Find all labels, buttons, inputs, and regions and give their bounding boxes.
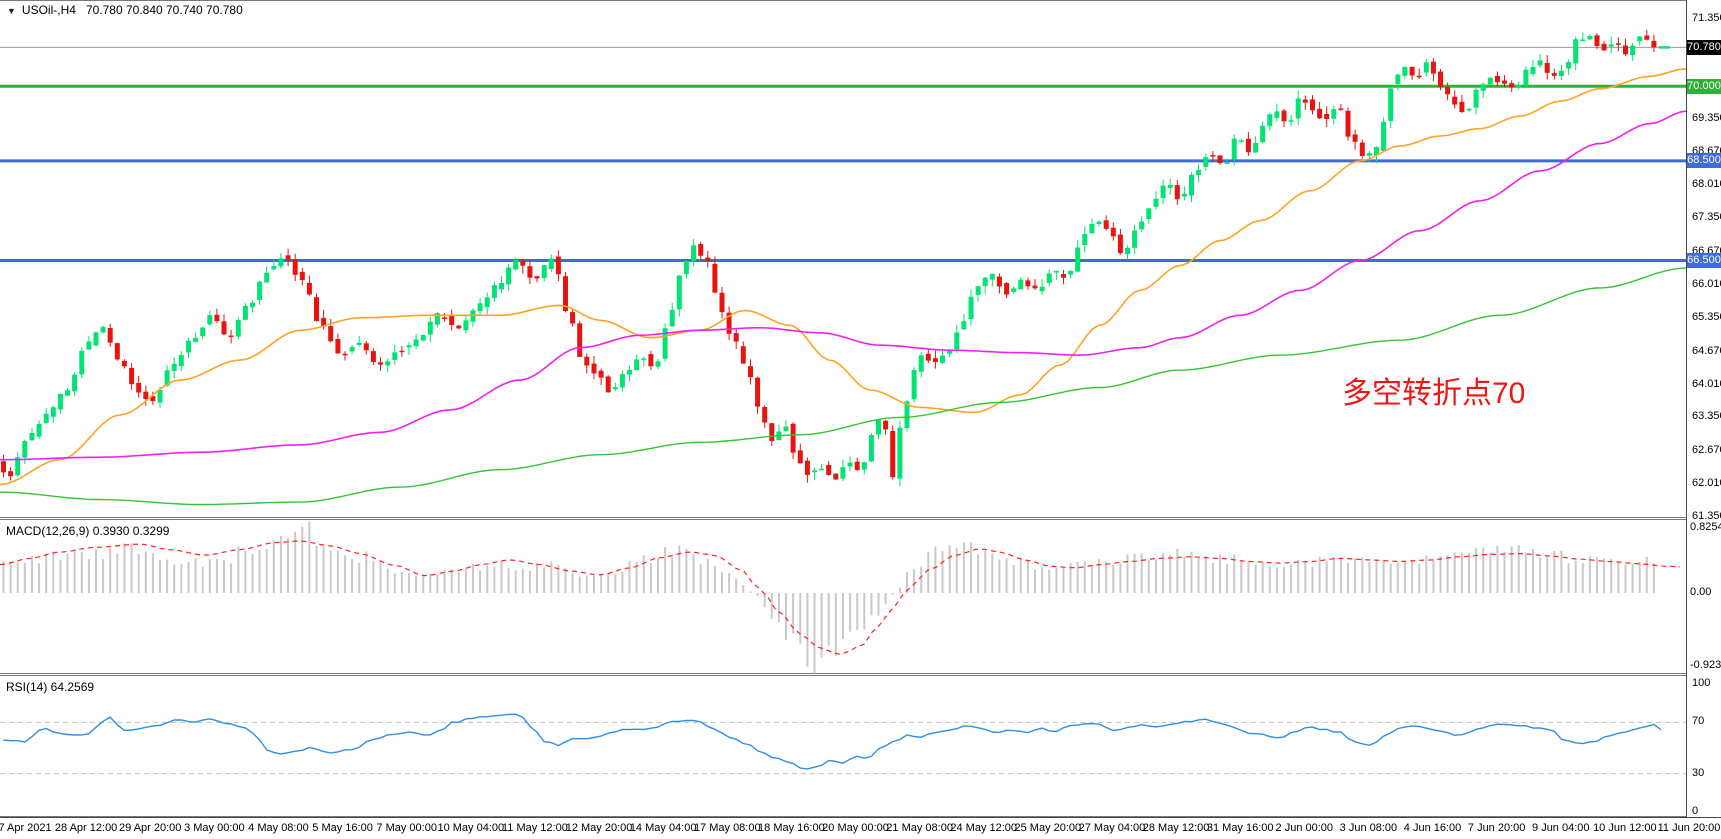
price-tick-label: 68.010 (1692, 178, 1721, 191)
price-tick-label: 69.350 (1692, 111, 1721, 124)
rsi-axis-label: 70 (1692, 715, 1705, 728)
macd-axis-label: 0.8254 (1690, 521, 1721, 533)
price-tick-label: 63.350 (1692, 410, 1721, 423)
macd-axis-label: -0.9234 (1690, 658, 1721, 671)
price-tick-label: 71.350 (1692, 12, 1721, 24)
annotation-text: 多空转折点70 (1342, 377, 1526, 410)
time-axis-label: 18 May 16:00 (758, 822, 825, 834)
time-axis-label: 4 May 08:00 (248, 822, 309, 834)
rsi-axis-label: 100 (1692, 677, 1711, 689)
time-axis-label: 27 Apr 2021 (0, 822, 52, 834)
time-axis-label: 7 May 00:00 (376, 822, 437, 834)
price-tick-label: 62.010 (1692, 477, 1721, 490)
time-axis-label: 12 May 20:00 (565, 822, 633, 834)
time-axis-label: 2 Jun 00:00 (1275, 822, 1334, 834)
time-axis-label: 21 May 08:00 (886, 822, 953, 834)
rsi-indicator-label: RSI(14) 64.2569 (6, 680, 95, 694)
time-axis-label: 29 Apr 20:00 (119, 822, 182, 834)
candlesticks (1, 29, 1670, 486)
moving-average-lines (0, 68, 1687, 506)
time-axis-label: 28 Apr 12:00 (54, 822, 118, 834)
rsi-axis-label: 30 (1692, 766, 1705, 779)
time-axis-label: 24 May 12:00 (950, 822, 1018, 834)
price-tick-label: 64.010 (1692, 377, 1721, 390)
time-axis-label: 4 Jun 16:00 (1403, 822, 1462, 834)
time-axis-label: 20 May 00:00 (822, 822, 889, 834)
symbol-timeframe-label: USOil-,H4 (21, 3, 76, 17)
time-axis-label: 9 Jun 04:00 (1532, 822, 1590, 834)
time-axis-label: 25 May 20:00 (1014, 822, 1082, 834)
chart-title: ▼ USOil-,H4 70.780 70.840 70.740 70.780 (7, 3, 243, 17)
price-tick-label: 65.350 (1692, 310, 1721, 323)
price-badge-68.500: 68.500 (1687, 153, 1721, 169)
axis-tick-marks (21, 18, 1690, 822)
symbol-dropdown-icon[interactable]: ▼ (7, 6, 16, 16)
price-badge-70.780: 70.780 (1687, 39, 1721, 55)
time-axis-label: 5 May 16:00 (312, 822, 373, 834)
price-axis[interactable] (1686, 0, 1721, 817)
macd-histogram (2, 521, 1655, 674)
macd-indicator-label: MACD(12,26,9) 0.3930 0.3299 (6, 524, 170, 538)
time-axis-label: 17 May 08:00 (693, 822, 761, 834)
price-badge-66.500: 66.500 (1687, 253, 1721, 269)
time-axis-label: 14 May 04:00 (629, 822, 697, 834)
price-tick-label: 67.350 (1692, 211, 1721, 224)
rsi-axis-label: 0 (1692, 805, 1699, 817)
time-axis-label: 31 May 16:00 (1206, 822, 1274, 834)
panel-borders (0, 0, 1721, 817)
price-badge-70.000: 70.000 (1687, 78, 1721, 94)
time-axis-label: 3 May 00:00 (184, 822, 245, 834)
price-tick-label: 61.350 (1692, 510, 1721, 522)
price-tick-label: 64.670 (1692, 344, 1721, 357)
time-axis-label: 11 Jun 20:00 (1657, 822, 1721, 834)
macd-axis-label: 0.00 (1690, 586, 1712, 598)
time-axis-label: 3 Jun 08:00 (1339, 822, 1398, 834)
time-axis-label: 11 May 12:00 (502, 822, 568, 834)
time-axis-label: 7 Jun 20:00 (1467, 822, 1526, 834)
time-axis-label: 10 Jun 12:00 (1593, 822, 1657, 834)
time-axis[interactable] (0, 817, 1721, 839)
time-axis-label: 28 May 12:00 (1142, 822, 1210, 834)
price-tick-label: 62.670 (1692, 444, 1721, 457)
price-tick-label: 66.010 (1692, 277, 1721, 290)
time-axis-label: 10 May 04:00 (437, 822, 505, 834)
rsi-panel-graphics (0, 713, 1686, 775)
ohlc-values: 70.780 70.840 70.740 70.780 (85, 3, 243, 17)
time-axis-label: 27 May 04:00 (1078, 822, 1146, 834)
